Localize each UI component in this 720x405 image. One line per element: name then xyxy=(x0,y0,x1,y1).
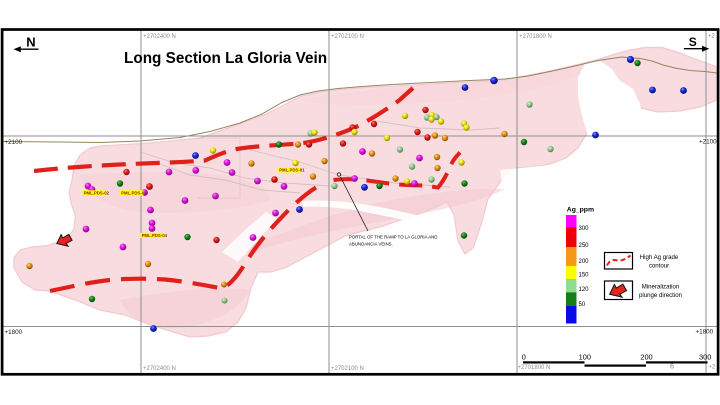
svg-text:50: 50 xyxy=(579,302,586,308)
svg-text:200: 200 xyxy=(579,259,590,265)
svg-text:0: 0 xyxy=(522,353,526,362)
svg-text:High Ag grade: High Ag grade xyxy=(640,254,679,261)
svg-text:+2100: +2100 xyxy=(699,139,717,146)
svg-text:PML.PDS-03: PML.PDS-03 xyxy=(121,191,147,196)
svg-text:PML.PDS-02: PML.PDS-02 xyxy=(84,191,110,196)
svg-text:+2100: +2100 xyxy=(5,139,23,146)
svg-text:+2701800 N: +2701800 N xyxy=(518,365,551,371)
svg-text:+2: +2 xyxy=(709,365,717,371)
svg-text:+2702100 N: +2702100 N xyxy=(331,366,364,372)
svg-text:PORTAL OF THE RAMP TO LA GLORI: PORTAL OF THE RAMP TO LA GLORIA AND xyxy=(349,235,437,240)
svg-text:150: 150 xyxy=(579,273,590,279)
svg-text:contour: contour xyxy=(649,262,669,269)
svg-text:6: 6 xyxy=(670,364,674,371)
svg-text:Ag_ppm: Ag_ppm xyxy=(567,207,594,214)
svg-text:PML.PDS-01: PML.PDS-01 xyxy=(279,168,305,173)
svg-text:plunge direction: plunge direction xyxy=(639,292,682,299)
svg-text:300: 300 xyxy=(699,353,711,362)
svg-text:Mineralization: Mineralization xyxy=(642,283,680,290)
svg-text:100: 100 xyxy=(579,353,591,362)
svg-text:120: 120 xyxy=(579,287,590,293)
svg-text:200: 200 xyxy=(640,353,652,362)
svg-text:N: N xyxy=(26,35,35,50)
svg-text:+2702100 N: +2702100 N xyxy=(331,34,364,40)
svg-text:250: 250 xyxy=(579,243,590,249)
svg-text:300: 300 xyxy=(579,226,590,232)
svg-text:+2: +2 xyxy=(708,34,716,40)
svg-text:S: S xyxy=(689,35,697,49)
svg-text:Long Section La Gloria Vein: Long Section La Gloria Vein xyxy=(124,50,327,67)
svg-text:+1800: +1800 xyxy=(696,329,714,336)
svg-text:ABUNDANCIA VEINS.: ABUNDANCIA VEINS. xyxy=(349,242,393,247)
svg-text:+1800: +1800 xyxy=(5,329,23,336)
svg-text:+2702400 N: +2702400 N xyxy=(143,366,176,372)
svg-text:+2702400 N: +2702400 N xyxy=(143,34,176,40)
svg-text:+2701800 N: +2701800 N xyxy=(519,34,552,40)
svg-text:PML.PDS-04: PML.PDS-04 xyxy=(142,233,168,238)
